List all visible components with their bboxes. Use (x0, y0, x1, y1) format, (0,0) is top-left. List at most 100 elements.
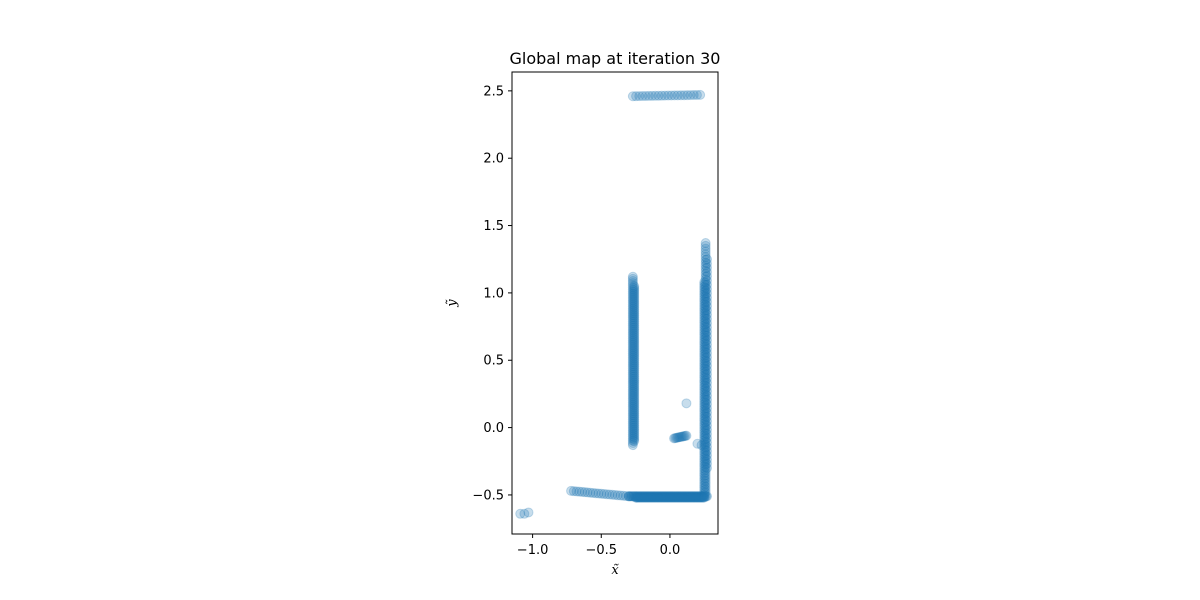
scatter-point (681, 398, 692, 409)
scatter-point (627, 273, 638, 284)
scatter-point (699, 468, 710, 479)
scatter-point (700, 408, 711, 419)
scatter-point (700, 319, 711, 330)
scatter-point (675, 491, 686, 502)
scatter-point (629, 351, 640, 362)
scatter-point (699, 480, 710, 491)
scatter-point (699, 329, 710, 340)
scatter-point (676, 491, 687, 502)
scatter-point (702, 424, 713, 435)
scatter-point (627, 429, 638, 440)
scatter-point (699, 289, 710, 300)
scatter-point (629, 422, 640, 433)
scatter-point (700, 352, 711, 363)
scatter-point (640, 491, 651, 502)
scatter-point (669, 492, 680, 503)
scatter-point (680, 491, 691, 502)
scatter-point (700, 280, 711, 291)
scatter-point (702, 352, 713, 363)
scatter-point (627, 425, 638, 436)
scatter-point (702, 458, 713, 469)
scatter-point (699, 403, 710, 414)
scatter-point (700, 473, 711, 484)
scatter-point (627, 361, 638, 372)
scatter-point (627, 382, 638, 393)
scatter-point (698, 491, 709, 502)
scatter-point (627, 384, 638, 395)
scatter-point (663, 491, 674, 502)
scatter-point (629, 420, 640, 431)
scatter-point (630, 492, 641, 503)
scatter-point (627, 395, 638, 406)
scatter-point (643, 491, 654, 502)
scatter-point (627, 352, 638, 363)
scatter-point (702, 407, 713, 418)
scatter-point (666, 90, 677, 101)
scatter-point (700, 470, 711, 481)
scatter-point (629, 304, 640, 315)
scatter-point (627, 401, 638, 412)
scatter-point (701, 491, 712, 502)
scatter-point (629, 334, 640, 345)
scatter-point (627, 322, 638, 333)
scatter-point (700, 252, 711, 263)
scatter-point (702, 262, 713, 273)
points-layer (515, 89, 713, 519)
scatter-point (637, 91, 648, 102)
scatter-point (629, 373, 640, 384)
scatter-point (671, 492, 682, 503)
scatter-point (702, 271, 713, 282)
scatter-point (607, 489, 618, 500)
scatter-point (688, 492, 699, 503)
scatter-point (702, 284, 713, 295)
scatter-point (663, 492, 674, 503)
scatter-point (629, 349, 640, 360)
scatter-point (688, 491, 699, 502)
scatter-point (679, 491, 690, 502)
scatter-point (641, 492, 652, 503)
scatter-point (627, 320, 638, 331)
scatter-point (700, 383, 711, 394)
scatter-point (700, 341, 711, 352)
scatter-point (629, 387, 640, 398)
scatter-point (625, 491, 636, 502)
scatter-point (673, 492, 684, 503)
scatter-point (700, 445, 711, 456)
scatter-point (627, 369, 638, 380)
scatter-point (627, 91, 638, 102)
scatter-point (627, 307, 638, 318)
scatter-point (700, 291, 711, 302)
scatter-point (618, 490, 629, 501)
scatter-point (677, 492, 688, 503)
scatter-point (700, 420, 711, 431)
scatter-point (629, 332, 640, 343)
scatter-point (627, 423, 638, 434)
scatter-point (702, 347, 713, 358)
scatter-point (700, 453, 711, 464)
scatter-point (627, 288, 638, 299)
scatter-point (699, 320, 710, 331)
scatter-point (699, 477, 710, 488)
scatter-point (692, 492, 703, 503)
scatter-point (700, 456, 711, 467)
scatter-point (668, 492, 679, 503)
scatter-point (663, 90, 674, 101)
scatter-point (699, 363, 710, 374)
scatter-point (685, 90, 696, 101)
scatter-point (656, 491, 667, 502)
scatter-point (700, 316, 711, 327)
scatter-point (699, 411, 710, 422)
scatter-point (627, 278, 638, 289)
scatter-point (661, 492, 672, 503)
scatter-point (681, 491, 692, 502)
scatter-point (627, 271, 638, 282)
scatter-point (700, 305, 711, 316)
scatter-point (702, 267, 713, 278)
scatter-point (629, 367, 640, 378)
scatter-point (627, 305, 638, 316)
scatter-point (515, 508, 526, 519)
scatter-point (699, 485, 710, 496)
scatter-point (694, 491, 705, 502)
scatter-point (702, 254, 713, 265)
scatter-point (699, 346, 710, 357)
